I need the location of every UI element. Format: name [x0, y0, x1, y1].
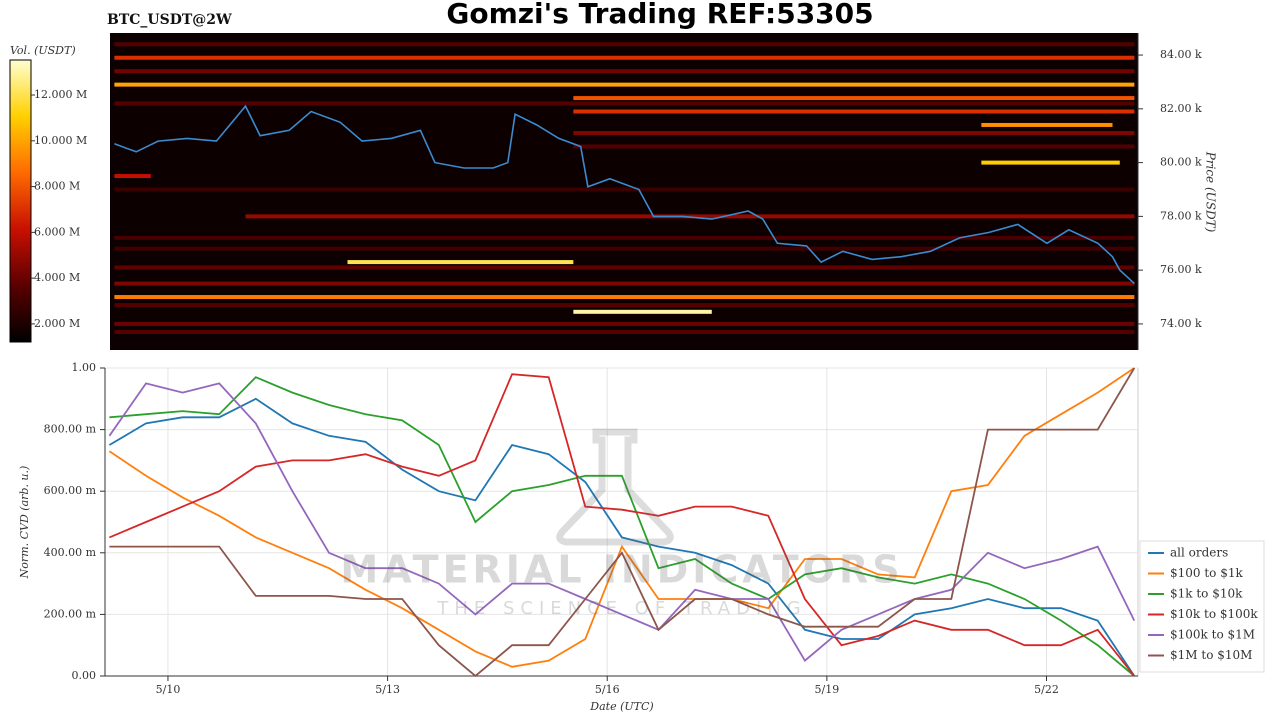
- order-level: [114, 55, 1135, 60]
- legend-label: $100 to $1k: [1170, 566, 1243, 580]
- cvd-line: [109, 373, 1136, 677]
- order-level: [347, 260, 574, 265]
- order-level: [114, 265, 1135, 270]
- order-level: [114, 101, 1135, 106]
- x-tick-label: 5/19: [815, 683, 840, 696]
- order-level: [573, 144, 1135, 149]
- watermark-subtitle: THE SCIENCE OF TRADING: [436, 598, 806, 619]
- order-level: [573, 96, 1135, 101]
- order-level: [981, 122, 1113, 127]
- order-level: [114, 303, 1135, 308]
- y-tick-label: 0.00: [72, 669, 97, 682]
- legend: [1139, 540, 1265, 673]
- legend-label: $100k to $1M: [1170, 628, 1255, 642]
- cvd-line: [108, 367, 1135, 668]
- order-level: [114, 82, 1135, 87]
- x-tick-label: 5/16: [595, 683, 620, 696]
- y-tick-label: 78.00 k: [1160, 209, 1202, 222]
- order-level: [573, 131, 1135, 136]
- legend-label: $1M to $10M: [1170, 648, 1252, 662]
- order-level: [114, 281, 1135, 286]
- x-tick-label: 5/10: [156, 683, 181, 696]
- price-line: [114, 104, 1135, 285]
- cvd-line: [108, 382, 1136, 662]
- x-tick-label: 5/22: [1034, 683, 1059, 696]
- legend-label: $10k to $100k: [1170, 607, 1258, 621]
- order-level: [114, 174, 151, 179]
- order-level: [114, 329, 1135, 334]
- colorbar-tick-label: 8.000 M: [34, 180, 80, 193]
- order-level: [114, 235, 1135, 240]
- order-level: [114, 42, 1135, 47]
- y-tick-label: 76.00 k: [1160, 263, 1202, 276]
- colorbar-tick-label: 10.000 M: [34, 134, 87, 147]
- y-tick-label: 800.00 m: [44, 423, 97, 436]
- order-level: [573, 109, 1135, 114]
- y-tick-label: 400.00 m: [44, 546, 97, 559]
- pair-label: BTC_USDT@2W: [107, 12, 232, 28]
- colorbar-tick-label: 12.000 M: [34, 88, 87, 101]
- colorbar: [9, 59, 32, 343]
- y-tick-label: 200.00 m: [44, 607, 97, 620]
- order-level: [981, 160, 1120, 165]
- legend-label: all orders: [1170, 546, 1228, 560]
- legend-label: $1k to $10k: [1170, 587, 1243, 601]
- watermark-icon: [556, 428, 674, 546]
- colorbar-tick-label: 2.000 M: [34, 317, 80, 330]
- y-axis-label: Price (USDT): [1204, 151, 1218, 233]
- order-level: [573, 309, 712, 314]
- x-axis-label: Date (UTC): [589, 700, 653, 713]
- order-level: [114, 321, 1135, 326]
- order-level: [114, 246, 1135, 251]
- y-tick-label: 74.00 k: [1160, 317, 1202, 330]
- x-tick-label: 5/13: [375, 683, 400, 696]
- y-tick-label: 1.00: [72, 361, 97, 374]
- y-tick-label: 80.00 k: [1160, 156, 1202, 169]
- watermark-title: MATERIAL INDICATORS: [340, 548, 903, 592]
- order-level: [114, 69, 1135, 74]
- colorbar-tick-label: 4.000 M: [34, 271, 80, 284]
- cvd-line: [109, 367, 1136, 678]
- y-tick-label: 82.00 k: [1160, 102, 1202, 115]
- y-axis-label: Norm. CVD (arb. u.): [18, 466, 31, 580]
- order-level: [114, 295, 1135, 300]
- y-tick-label: 84.00 k: [1160, 48, 1202, 61]
- colorbar-label: Vol. (USDT): [10, 44, 76, 57]
- order-level: [114, 187, 1135, 192]
- plot-area: [104, 367, 1139, 677]
- heatmap-background: [110, 33, 1138, 350]
- watermark: MATERIAL INDICATORS THE SCIENCE OF TRADI…: [340, 428, 903, 619]
- page-title: Gomzi's Trading REF:53305: [446, 0, 873, 30]
- colorbar-tick-label: 6.000 M: [34, 225, 80, 238]
- cvd-line: [108, 397, 1136, 677]
- y-tick-label: 600.00 m: [44, 484, 97, 497]
